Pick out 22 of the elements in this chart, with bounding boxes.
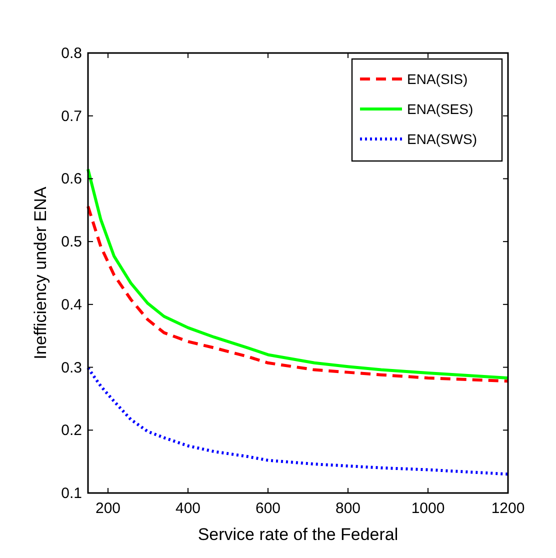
x-tick-label: 400 xyxy=(175,500,201,517)
line-series xyxy=(86,204,510,383)
x-tick-label: 1200 xyxy=(491,500,525,517)
y-tick-label: 0.3 xyxy=(61,359,82,376)
y-tick-label: 0.5 xyxy=(61,234,82,251)
x-axis-title: Service rate of the Federal xyxy=(198,525,398,544)
x-tick-label: 200 xyxy=(95,500,121,517)
x-tick-label: 800 xyxy=(335,500,361,517)
y-tick-label: 0.8 xyxy=(61,45,82,62)
y-tick-label: 0.4 xyxy=(61,296,82,314)
y-tick-label: 0.2 xyxy=(61,422,82,440)
legend-label: ENA(SWS) xyxy=(407,131,477,147)
legend-label: ENA(SIS) xyxy=(407,71,468,87)
line-series xyxy=(86,168,510,380)
y-axis-title: Inefficiency under ENA xyxy=(31,186,50,360)
line-series xyxy=(86,366,510,476)
y-tick-label: 0.6 xyxy=(61,170,82,188)
y-tick-label: 0.1 xyxy=(61,485,82,502)
x-tick-label: 600 xyxy=(255,500,281,517)
y-tick-label: 0.7 xyxy=(61,108,82,125)
x-tick-label: 1000 xyxy=(411,500,445,517)
legend-label: ENA(SES) xyxy=(407,101,474,117)
